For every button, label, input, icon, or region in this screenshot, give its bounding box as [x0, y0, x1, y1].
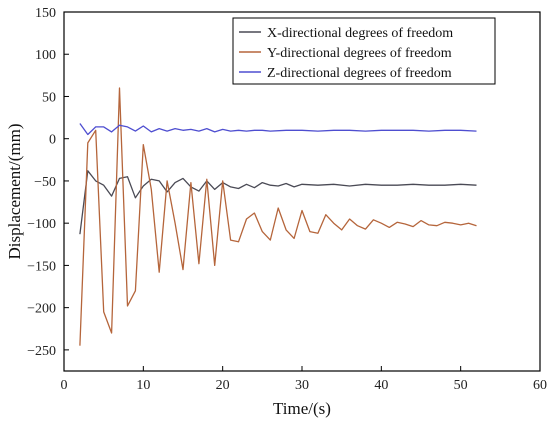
series-line-3	[79, 123, 477, 136]
legend-entry-2: Y-directional degrees of freedom	[267, 46, 452, 61]
series-line-2	[79, 87, 477, 346]
y-tick-label: −50	[34, 175, 56, 190]
series-line-1	[79, 170, 477, 235]
y-axis-label: Displacement/(mm)	[5, 124, 24, 260]
plot-area	[79, 87, 477, 346]
axes: 0 10 20 30 40 50 60 150 100 50 0 −50 −100 −150 −200 −25…	[27, 6, 547, 393]
y-tick-label: 150	[35, 6, 56, 21]
y-tick-label: 50	[42, 90, 56, 105]
y-tick-label: −100	[27, 217, 56, 232]
x-tick-label: 40	[374, 378, 388, 393]
y-tick-label: −250	[27, 344, 56, 359]
x-tick-label: 60	[533, 378, 547, 393]
y-tick-label: −150	[27, 259, 56, 274]
x-tick-label: 30	[295, 378, 309, 393]
legend-entry-3: Z-directional degrees of freedom	[267, 66, 452, 81]
x-tick-label: 10	[136, 378, 150, 393]
legend-entry-1: X-directional degrees of freedom	[267, 26, 453, 41]
legend-box	[232, 17, 496, 85]
x-tick-label: 50	[454, 378, 468, 393]
x-tick-label: 0	[61, 378, 68, 393]
y-tick-label: 0	[49, 133, 56, 148]
x-tick-label: 20	[216, 378, 230, 393]
legend: X-directional degrees of freedom Y-direct…	[232, 17, 496, 85]
y-tick-label: −200	[27, 302, 56, 317]
y-tick-label: 100	[35, 48, 56, 63]
x-axis-label: Time/(s)	[273, 399, 331, 418]
